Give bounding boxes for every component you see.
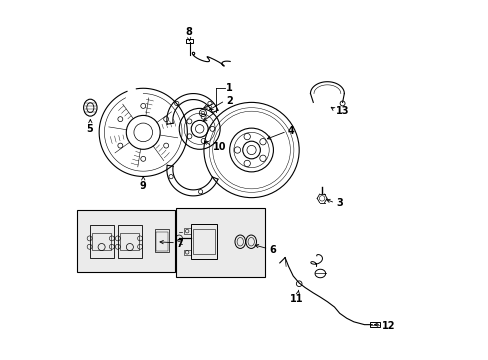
Bar [118, 225, 142, 258]
Bar [120, 233, 139, 250]
Text: 8: 8 [185, 27, 192, 37]
Text: 6: 6 [269, 245, 275, 255]
Text: 13: 13 [336, 106, 349, 116]
Bar [369, 322, 380, 327]
Bar [155, 232, 167, 251]
Bar [186, 39, 193, 43]
Text: 2: 2 [225, 96, 232, 105]
Text: 10: 10 [212, 142, 226, 152]
Text: 3: 3 [336, 198, 342, 208]
Bar [190, 224, 217, 259]
Text: 7: 7 [176, 239, 183, 248]
Bar [184, 249, 190, 255]
Bar [193, 229, 214, 254]
Text: 5: 5 [86, 124, 93, 134]
Bar [89, 225, 113, 258]
Bar [154, 229, 169, 252]
Text: 12: 12 [381, 321, 395, 331]
Text: 4: 4 [287, 126, 294, 136]
Bar [92, 233, 111, 250]
Text: 9: 9 [140, 181, 146, 191]
Bar [77, 210, 175, 272]
Text: 1: 1 [225, 82, 232, 93]
Bar [184, 228, 190, 234]
Bar [175, 208, 264, 277]
Text: 11: 11 [289, 294, 303, 303]
